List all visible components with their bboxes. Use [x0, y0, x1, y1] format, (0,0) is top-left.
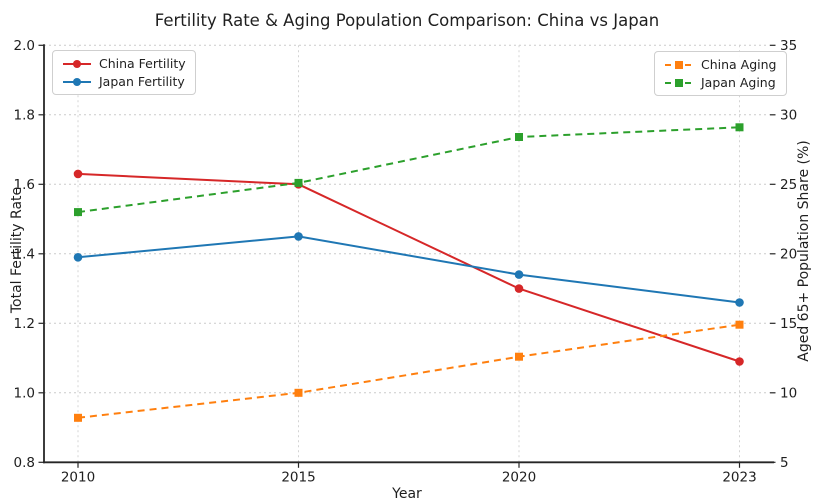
x-tick-label: 2015: [281, 469, 315, 485]
series-line-japan-aging: [77, 126, 740, 214]
data-point-japan-aging: [294, 178, 303, 187]
y-tick-label-left: 1.0: [14, 386, 35, 402]
y-tick-label-right: 10: [780, 386, 797, 402]
legend-label: Japan Fertility: [99, 74, 185, 89]
y-tick-label-right: 35: [780, 38, 797, 54]
data-point-japan-aging: [735, 123, 744, 132]
line-circle-marker-icon: [62, 75, 92, 89]
series-line-japan-fertility: [77, 235, 740, 304]
legend-item: Japan Fertility: [62, 74, 186, 89]
y-axis-label-right: Aged 65+ Population Share (%): [796, 140, 812, 362]
dashed-line-square-marker-icon: [664, 58, 694, 72]
series-line-china-fertility: [77, 172, 740, 363]
dashed-line-square-marker-icon: [664, 76, 694, 90]
series-line-china-aging: [77, 323, 740, 419]
data-point-china-fertility: [735, 357, 744, 366]
y-tick-label-right: 30: [780, 108, 797, 124]
data-point-china-fertility: [73, 169, 83, 179]
data-point-japan-fertility: [73, 252, 83, 262]
legend-fertility: China Fertility Japan Fertility: [52, 50, 196, 95]
y-tick-label-right: 5: [780, 455, 789, 471]
y-tick-label-left: 1.2: [14, 316, 35, 332]
x-axis-label: Year: [392, 486, 422, 501]
data-point-japan-aging: [74, 208, 82, 217]
y-tick-label-left: 1.8: [14, 108, 35, 124]
y-tick-label-right: 20: [780, 247, 797, 263]
legend-label: China Fertility: [99, 56, 186, 71]
y-tick-label-left: 1.4: [14, 247, 35, 263]
y-tick-label-right: 15: [780, 316, 797, 332]
legend-label: China Aging: [701, 57, 777, 72]
data-point-japan-aging: [515, 133, 523, 141]
y-tick-label-right: 25: [780, 177, 797, 193]
data-point-china-aging: [515, 352, 523, 361]
data-point-china-aging: [735, 320, 744, 329]
data-point-china-fertility: [514, 284, 524, 293]
legend-item: China Fertility: [62, 56, 186, 71]
y-tick-label-left: 2.0: [14, 38, 35, 54]
data-point-japan-fertility: [735, 298, 744, 307]
data-point-japan-fertility: [294, 232, 303, 241]
y-tick-label-left: 1.6: [14, 177, 35, 193]
data-point-china-aging: [294, 388, 303, 397]
legend-label: Japan Aging: [701, 75, 776, 90]
line-circle-marker-icon: [62, 57, 92, 71]
chart-title: Fertility Rate & Aging Population Compar…: [154, 11, 660, 30]
data-point-china-aging: [74, 413, 82, 422]
x-tick-label: 2023: [722, 469, 756, 485]
y-tick-label-left: 0.8: [14, 455, 35, 471]
legend-item: Japan Aging: [664, 75, 777, 90]
legend-aging: China Aging Japan Aging: [654, 51, 787, 96]
x-tick-label: 2020: [502, 469, 536, 485]
legend-item: China Aging: [664, 57, 777, 72]
data-point-japan-fertility: [514, 270, 524, 279]
y-axis-label-left: Total Fertility Rate: [9, 186, 25, 314]
x-tick-label: 2010: [61, 469, 95, 485]
